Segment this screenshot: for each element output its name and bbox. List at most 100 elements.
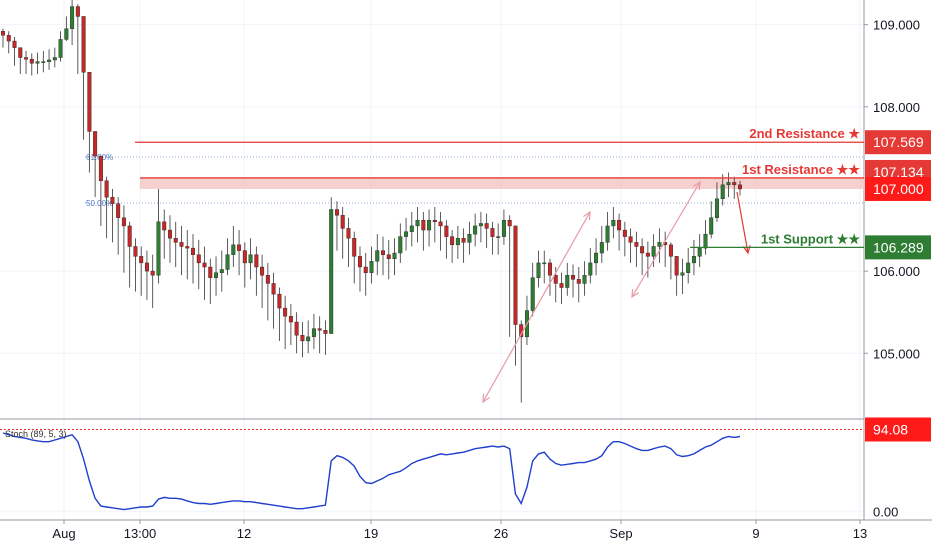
grid-lines	[0, 0, 864, 520]
price-tick-0: 109.000	[873, 18, 920, 33]
candle-body-102	[588, 262, 593, 276]
candle-body-23	[133, 246, 138, 257]
candle-body-77	[444, 225, 449, 237]
candle-body-106	[611, 219, 616, 227]
candle-body-22	[127, 225, 132, 247]
candle-body-39	[225, 254, 230, 270]
candle-body-11	[64, 28, 69, 40]
candle-body-48	[277, 293, 282, 309]
candle-body-124	[714, 198, 719, 218]
candle-body-122	[703, 233, 708, 249]
candle-body-98	[565, 275, 570, 288]
time-label-7: 13	[853, 526, 867, 541]
price-levels: 2nd Resistance ★ 1st Resistance ★★ 1st Sup…	[135, 126, 864, 249]
candle-body-36	[208, 266, 213, 278]
candle-body-49	[283, 307, 288, 317]
candle-body-88	[507, 219, 512, 227]
level-label-0: 2nd Resistance ★	[749, 126, 860, 141]
candle-body-37	[214, 272, 219, 278]
candle-body-63	[363, 266, 368, 273]
candle-body-126	[726, 182, 731, 186]
candle-body-56	[323, 330, 328, 334]
candle-body-33	[191, 247, 195, 255]
candle-body-66	[381, 250, 386, 255]
candle-body-75	[432, 219, 437, 223]
candle-body-86	[496, 236, 501, 238]
candle-body-81	[467, 233, 472, 243]
projection-arrow-line	[736, 191, 749, 254]
candle-body-128	[738, 184, 742, 190]
level-label-1: 1st Resistance ★★	[742, 162, 860, 177]
candle-body-3	[18, 47, 23, 58]
candle-body-107	[617, 219, 622, 231]
candle-body-32	[185, 246, 190, 249]
candle-body-28	[162, 221, 167, 231]
candle-body-19	[110, 196, 115, 204]
candle-body-5	[29, 58, 34, 64]
candle-body-79	[455, 238, 460, 246]
level-label-2: 1st Support ★★	[761, 231, 860, 246]
candle-body-100	[576, 279, 581, 284]
candle-body-68	[392, 252, 397, 259]
candle-body-73	[421, 219, 426, 231]
rise-arrow-1-head-end	[583, 210, 591, 221]
candle-body-45	[260, 266, 265, 276]
candle-body-120	[691, 256, 696, 264]
candle-body-34	[196, 254, 201, 264]
candle-body-52	[300, 335, 305, 342]
candle-body-117	[674, 256, 679, 276]
rise-arrow-1-line	[482, 211, 591, 403]
candle-body-38	[219, 269, 224, 273]
candle-body-8	[47, 59, 52, 62]
time-label-2: 12	[237, 526, 251, 541]
candle-body-2	[12, 40, 17, 48]
candle-body-72	[415, 219, 420, 227]
level-tag-1: 107.134	[873, 164, 924, 180]
rise-arrow-2-line	[631, 181, 701, 298]
candle-body-60	[346, 228, 351, 239]
candle-body-4	[24, 57, 29, 60]
time-axis: Aug 13:00 12 19 26 Sep 9 13	[52, 520, 867, 541]
candle-body-123	[709, 217, 714, 235]
price-tick-2: 106.000	[873, 264, 920, 279]
candle-body-27	[156, 221, 161, 276]
candle-body-44	[254, 254, 259, 268]
candle-body-112	[645, 252, 650, 257]
candle-body-84	[484, 223, 489, 229]
candle-body-16	[93, 131, 98, 157]
level-tag-0-bg	[865, 130, 931, 155]
candle-body-93	[536, 262, 541, 278]
candle-body-58	[334, 209, 339, 216]
candle-body-114	[657, 242, 662, 247]
candle-body-35	[202, 262, 207, 268]
candle-body-110	[634, 242, 639, 247]
price-axis: 109.000 108.000 106.000 105.000 107.134 107.5…	[864, 18, 931, 519]
resistance-zone	[140, 177, 864, 189]
candle-body-111	[640, 246, 645, 254]
candle-body-14	[81, 16, 86, 73]
candle-body-71	[409, 225, 414, 232]
candle-body-20	[116, 203, 121, 218]
candle-body-13	[75, 6, 80, 17]
candle-body-87	[501, 219, 506, 237]
candle-body-92	[530, 277, 535, 311]
candle-body-1	[6, 35, 11, 42]
candle-body-10	[58, 39, 63, 58]
time-label-1: 13:00	[124, 526, 157, 541]
candle-body-9	[52, 57, 57, 61]
price-tick-3: 105.000	[873, 346, 920, 361]
candle-body-42	[242, 250, 247, 264]
candle-body-65	[375, 250, 380, 262]
candle-body-0	[1, 31, 5, 36]
candle-body-80	[461, 238, 466, 243]
current-price-tag-bg	[865, 176, 931, 201]
candle-body-43	[248, 254, 253, 264]
time-label-4: 26	[494, 526, 508, 541]
candle-body-101	[582, 275, 587, 284]
candle-body-121	[697, 247, 702, 257]
trend-arrows	[482, 180, 751, 404]
candle-body-85	[490, 228, 495, 237]
candle-body-125	[720, 184, 725, 200]
rise-arrow-2-head-start	[631, 288, 639, 299]
candle-body-59	[340, 215, 345, 229]
